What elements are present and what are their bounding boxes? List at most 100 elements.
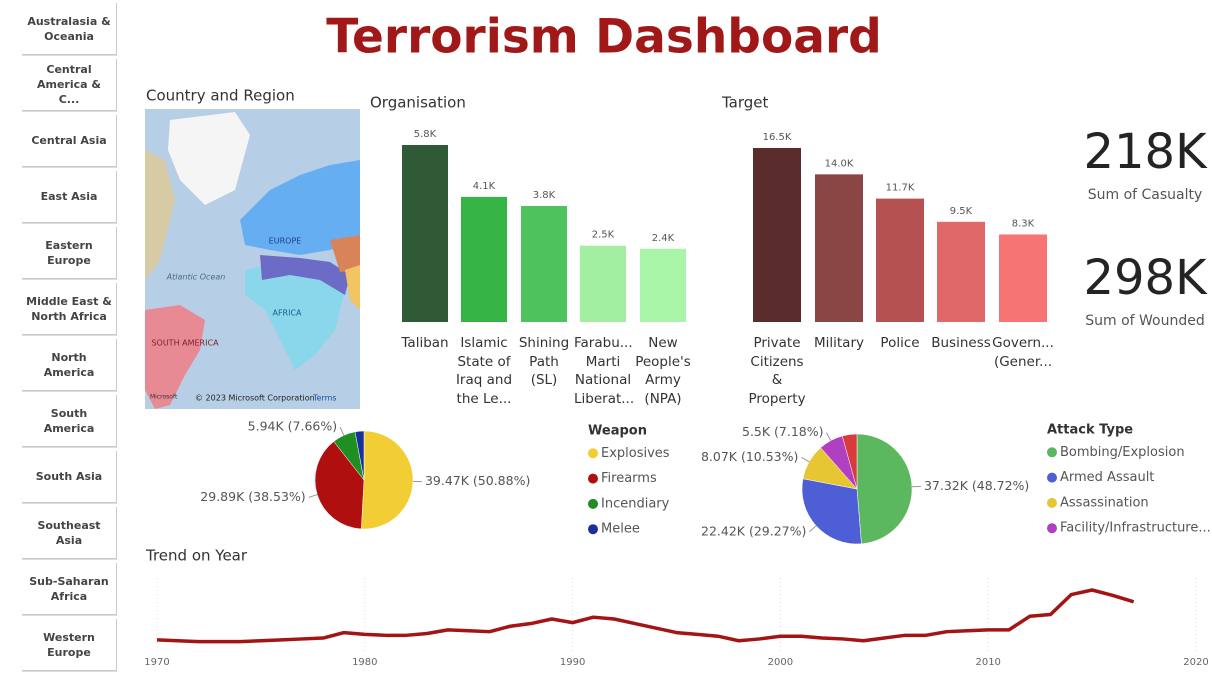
legend-swatch <box>588 524 598 535</box>
legend-swatch <box>1047 523 1057 534</box>
x-tick-label: 2010 <box>975 657 1000 668</box>
slicer-button[interactable]: Eastern Europe <box>22 227 117 279</box>
data-label: 2.5K <box>592 230 615 241</box>
slicer-button[interactable]: Central America & C... <box>22 59 117 111</box>
chart-title: Trend on Year <box>145 547 248 565</box>
chart-title: Target <box>721 94 769 112</box>
pie-slice <box>801 478 862 545</box>
pie-slice <box>841 433 858 490</box>
leader-line <box>801 456 810 463</box>
data-label: 5.8K <box>414 129 437 140</box>
legend-label: Incendiary <box>601 496 670 511</box>
leader-line <box>339 426 345 436</box>
x-tick-label: Private Citizens & Property <box>748 335 806 407</box>
x-tick-label: Govern... (Gener... <box>992 335 1054 370</box>
x-tick-label: Police <box>880 335 920 351</box>
map-south-asia <box>345 265 360 310</box>
pie-slice <box>314 441 365 530</box>
x-tick-label: 2000 <box>768 657 793 668</box>
legend-label: Assassination <box>1060 495 1149 510</box>
data-label: 14.0K <box>825 158 854 169</box>
bar <box>640 248 686 322</box>
x-tick-label: 1970 <box>144 657 169 668</box>
data-label: 37.32K (48.72%) <box>924 478 1029 493</box>
leader-line <box>809 525 817 533</box>
x-tick-label: Military <box>813 335 864 351</box>
data-label: 11.7K <box>886 183 915 194</box>
x-tick-label: Farabu... Marti National Liberat... <box>574 335 635 407</box>
legend-label: Melee <box>601 522 640 537</box>
data-label: 39.47K (50.88%) <box>425 473 530 488</box>
slicer-button[interactable]: North America <box>22 339 117 391</box>
legend-title: Attack Type <box>1047 423 1133 438</box>
x-tick-label: Islamic State of Iraq and the Le... <box>455 335 513 407</box>
bar <box>402 145 448 322</box>
dashboard-title: Terrorism Dashboard <box>326 10 882 65</box>
trend-line <box>156 588 1135 644</box>
data-label: 16.5K <box>763 132 792 143</box>
legend-label: Explosives <box>601 446 670 461</box>
legend-swatch <box>1047 472 1057 483</box>
map-title: Country and Region <box>146 87 295 105</box>
slicer-button[interactable]: Sub-Saharan Africa <box>22 563 117 615</box>
data-label: 8.07K (10.53%) <box>701 449 798 464</box>
legend-label: Bombing/Explosion <box>1060 445 1185 460</box>
bar <box>815 174 863 322</box>
map-label: Atlantic Ocean <box>166 273 226 282</box>
slicer-button[interactable]: South America <box>22 395 117 447</box>
map-greenland <box>168 112 250 205</box>
slicer-button[interactable]: Australasia & Oceania <box>22 3 117 55</box>
slicer-button[interactable]: South Asia <box>22 451 117 503</box>
map-label: SOUTH AMERICA <box>151 339 219 348</box>
legend-label: Armed Assault <box>1060 470 1154 485</box>
data-label: 29.89K (38.53%) <box>200 489 305 504</box>
x-tick-label: Business <box>931 335 991 351</box>
map-africa <box>245 262 345 370</box>
pie-slice <box>354 430 365 481</box>
legend-swatch <box>1047 497 1057 508</box>
data-label: 22.42K (29.27%) <box>701 523 806 538</box>
data-label: 3.8K <box>533 190 556 201</box>
legend-title: Weapon <box>588 424 647 439</box>
legend-swatch <box>1047 447 1057 458</box>
slicer-button[interactable]: Southeast Asia <box>22 507 117 559</box>
slicer-button[interactable]: Central Asia <box>22 115 117 167</box>
legend-swatch <box>588 448 598 459</box>
leader-line <box>826 432 832 441</box>
pie-slice <box>856 433 913 545</box>
bar <box>999 234 1047 322</box>
map-south-america <box>145 305 205 409</box>
slicer-button[interactable]: East Asia <box>22 171 117 223</box>
legend-swatch <box>588 473 598 484</box>
bar <box>461 196 507 322</box>
data-label: 2.4K <box>652 233 675 244</box>
slicer-button[interactable]: Western Europe <box>22 619 117 671</box>
pie-slice <box>361 430 414 530</box>
x-tick-label: Taliban <box>401 335 449 351</box>
data-label: 8.3K <box>1012 218 1035 229</box>
map-label: EUROPE <box>269 237 302 246</box>
x-tick-label: 1990 <box>560 657 585 668</box>
map-asia <box>330 235 360 272</box>
map: EUROPE AFRICA SOUTH AMERICA Atlantic Oce… <box>145 109 360 409</box>
data-label: 5.94K (7.66%) <box>248 419 337 434</box>
slicer-button[interactable]: Middle East & North Africa <box>22 283 117 335</box>
x-tick-label: 1980 <box>352 657 377 668</box>
legend-label: Firearms <box>601 471 657 486</box>
map-america <box>145 150 175 280</box>
map-europe <box>240 160 360 255</box>
leader-line <box>308 494 318 498</box>
legend-swatch <box>588 498 598 509</box>
bar <box>876 198 924 322</box>
card-value: 298K <box>1083 250 1208 306</box>
x-tick-label: New People's Army (NPA) <box>635 335 691 407</box>
data-label: 4.1K <box>473 181 496 192</box>
map-terms[interactable]: Terms <box>312 394 337 403</box>
bar <box>753 148 801 322</box>
map-label: AFRICA <box>272 309 302 318</box>
bar <box>937 221 985 322</box>
map-mena <box>260 255 350 295</box>
x-tick-label: 2020 <box>1183 657 1208 668</box>
